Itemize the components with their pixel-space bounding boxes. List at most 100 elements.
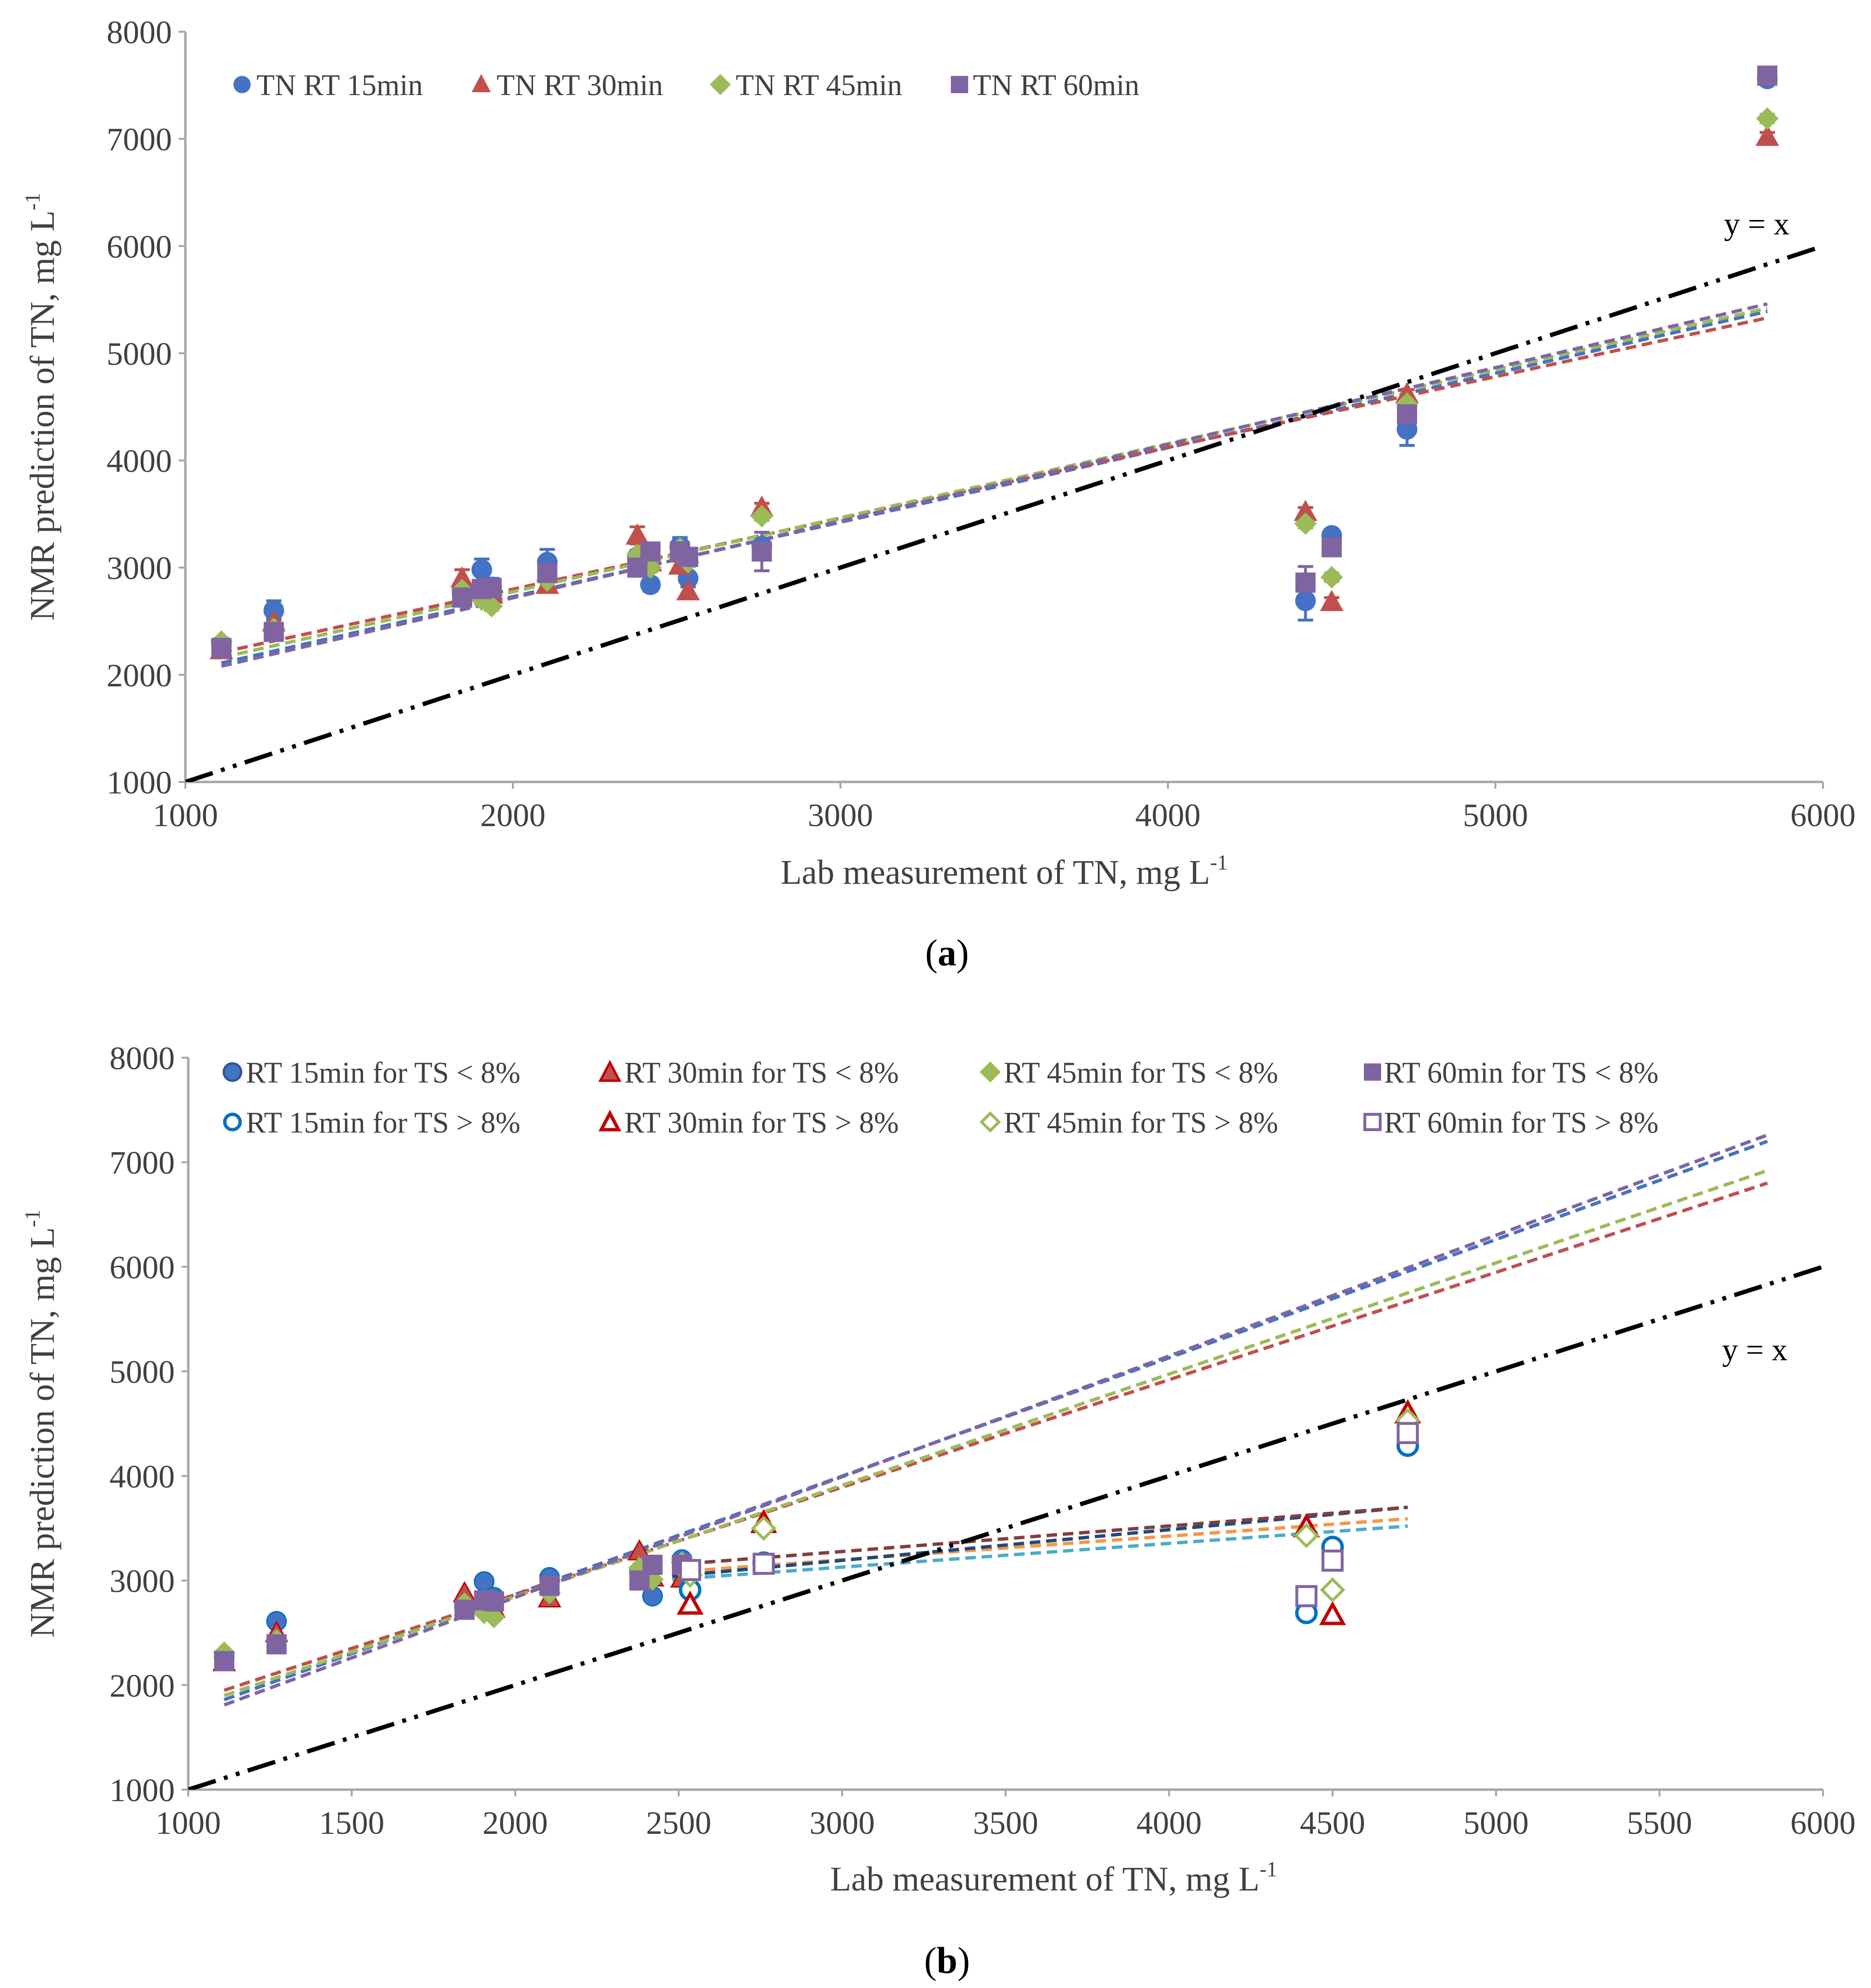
panel-b-x-ticks: 1000 1500 2000 2500 3000 3500 4000 4500 5000 5500… — [156, 1790, 1856, 1841]
x-tick-label: 4500 — [1300, 1805, 1365, 1841]
panel-a-x-axis-title-text: Lab measurement of TN, mg L — [780, 853, 1210, 891]
panel-b-x-axis-title-exponent: -1 — [1260, 1857, 1277, 1881]
x-tick-label: 3500 — [973, 1805, 1038, 1841]
legend-item-rt-45min-ts-above-8: RT 45min for TS > 8% — [979, 1107, 1278, 1139]
data-point-purple-square — [1397, 1422, 1419, 1444]
caption-close: ) — [958, 1939, 970, 1981]
legend-marker-triangle — [472, 74, 491, 92]
x-tick-label: 3000 — [808, 797, 873, 833]
legend-item-rt-15min-ts-below-8: RT 15min for TS < 8% — [222, 1057, 520, 1089]
data-point-green-diamond — [483, 1606, 505, 1629]
trendline-green — [672, 1505, 1408, 1578]
legend-label: RT 15min for TS < 8% — [246, 1057, 520, 1089]
panel-a-reference-label: y = x — [1724, 207, 1789, 242]
x-tick-label: 1000 — [156, 1805, 221, 1841]
y-tick-label: 5000 — [107, 335, 172, 372]
data-point-red-triangle — [1320, 590, 1344, 611]
legend-marker-diamond-open — [979, 1111, 1001, 1133]
data-point-purple-square — [752, 541, 772, 562]
y-tick-label: 2000 — [109, 1667, 175, 1704]
panel-a-x-axis-title-exponent: -1 — [1210, 851, 1228, 874]
data-point-purple-square — [539, 1575, 560, 1596]
legend-item-tn-rt-45min: TN RT 45min — [710, 69, 902, 102]
y-tick-label: 2000 — [107, 657, 172, 694]
y-tick-label: 4000 — [109, 1458, 175, 1495]
legend-item-rt-60min-ts-below-8: RT 60min for TS < 8% — [1364, 1057, 1658, 1089]
panel-a-x-ticks: 1000 2000 3000 4000 5000 6000 — [153, 782, 1856, 833]
caption-letter: b — [936, 1939, 957, 1981]
legend-item-tn-rt-15min: TN RT 15min — [233, 69, 423, 102]
y-tick-label: 8000 — [109, 1040, 175, 1076]
panel-a-plot-area — [185, 65, 1823, 782]
data-point-green-diamond — [1294, 512, 1317, 535]
legend-marker-triangle — [598, 1060, 622, 1082]
panel-a-y-ticks: 1000 2000 3000 4000 5000 6000 7000 8000 — [107, 14, 185, 801]
trendline-red — [672, 1517, 1408, 1574]
caption-close: ) — [957, 932, 969, 974]
data-point-green-diamond — [1294, 1523, 1319, 1549]
legend-label: TN RT 60min — [973, 69, 1139, 102]
data-point-green-diamond — [1320, 1577, 1346, 1603]
data-point-purple-square — [264, 622, 284, 642]
legend-label: RT 60min for TS > 8% — [1384, 1107, 1658, 1139]
x-tick-label: 2500 — [646, 1805, 711, 1841]
legend-item-rt-45min-ts-below-8: RT 45min for TS < 8% — [980, 1057, 1278, 1089]
x-tick-label: 1500 — [319, 1805, 384, 1841]
legend-marker-square — [1364, 1063, 1381, 1081]
legend-label: RT 30min for TS < 8% — [624, 1057, 899, 1089]
y-tick-label: 7000 — [109, 1145, 175, 1181]
panel-b-x-axis-title-text: Lab measurement of TN, mg L — [830, 1860, 1259, 1898]
legend-marker-diamond — [710, 74, 731, 95]
data-point-purple-square — [484, 1591, 504, 1612]
y-tick-label: 6000 — [107, 228, 172, 265]
panel-a-y-axis-title: NMR prediction of TN, mg L-1 — [21, 193, 61, 621]
panel-a-legend: TN RT 15min TN RT 30min TN RT 45min TN R… — [233, 69, 1139, 102]
y-tick-label: 1000 — [107, 764, 172, 801]
panel-a-trendlines — [221, 302, 1768, 668]
x-tick-label: 2000 — [480, 797, 546, 833]
panel-b-y-ticks: 1000 2000 3000 4000 5000 6000 7000 8000 — [109, 1040, 188, 1808]
data-point-blue-circle — [471, 559, 492, 580]
y-tick-label: 3000 — [109, 1563, 175, 1599]
data-point-green-diamond — [1320, 566, 1343, 589]
caption-open: ( — [925, 932, 938, 974]
data-point-red-triangle — [677, 1590, 704, 1615]
panel-a-x-axis-title: Lab measurement of TN, mg L-1 — [780, 851, 1227, 891]
x-tick-label: 4000 — [1135, 797, 1201, 833]
trendline-purple — [672, 1505, 1408, 1567]
data-point-purple-square — [1295, 1585, 1318, 1608]
x-tick-label: 6000 — [1790, 797, 1856, 833]
data-point-purple-square — [627, 557, 648, 578]
data-point-purple-square — [452, 587, 473, 608]
data-point-purple-square — [1321, 1549, 1344, 1572]
legend-marker-diamond — [980, 1061, 1001, 1083]
legend-label: RT 30min for TS > 8% — [624, 1107, 899, 1139]
legend-label: TN RT 45min — [736, 69, 902, 102]
trendline-blue — [672, 1524, 1408, 1581]
data-point-purple-square — [537, 562, 558, 583]
panel-a-reference-line — [185, 244, 1823, 782]
data-point-purple-square — [679, 1559, 702, 1581]
panel-b-y-axis-title-exponent: -1 — [21, 1209, 44, 1227]
panel-a-chart: 1000 2000 3000 4000 5000 6000 7000 8000 1000 200… — [21, 14, 1856, 974]
data-point-purple-square — [640, 541, 661, 562]
data-point-purple-square — [1757, 65, 1778, 86]
y-tick-label: 3000 — [107, 550, 172, 586]
panel-b-caption: (b) — [924, 1939, 970, 1981]
y-tick-label: 8000 — [107, 14, 172, 50]
legend-item-rt-15min-ts-above-8: RT 15min for TS > 8% — [223, 1107, 520, 1139]
panel-b-plot-area — [188, 1133, 1823, 1790]
legend-item-tn-rt-60min: TN RT 60min — [951, 69, 1139, 102]
panel-a-y-axis-title-exponent: -1 — [21, 193, 44, 210]
legend-marker-circle — [222, 1062, 243, 1082]
panel-a-caption: (a) — [925, 932, 969, 974]
data-point-blue-circle — [1295, 590, 1316, 611]
x-tick-label: 2000 — [483, 1805, 548, 1841]
y-tick-label: 4000 — [107, 443, 172, 479]
y-tick-label: 5000 — [109, 1354, 175, 1390]
data-point-red-triangle — [676, 579, 700, 600]
trendline-purple — [221, 302, 1768, 668]
legend-label: TN RT 30min — [497, 69, 663, 102]
caption-letter: a — [938, 932, 957, 974]
